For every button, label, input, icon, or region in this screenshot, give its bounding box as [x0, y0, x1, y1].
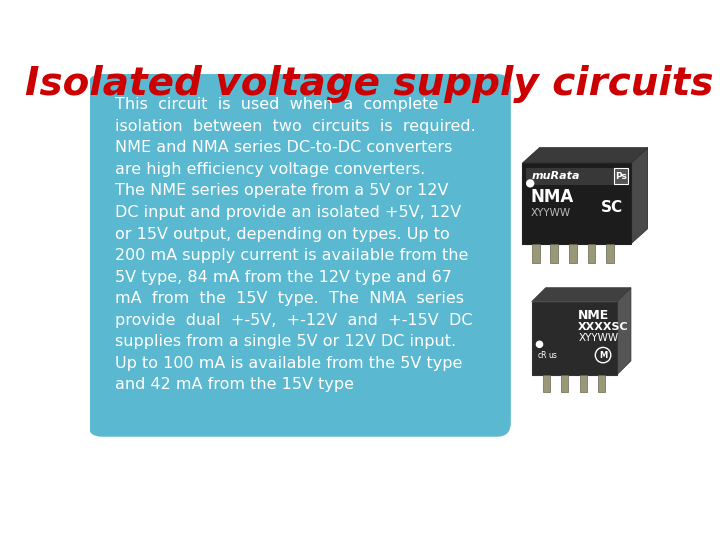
Text: supplies from a single 5V or 12V DC input.: supplies from a single 5V or 12V DC inpu… [114, 334, 456, 349]
Text: 5V type, 84 mA from the 12V type and 67: 5V type, 84 mA from the 12V type and 67 [114, 269, 451, 285]
Bar [606, 244, 614, 263]
Text: provide  dual  +-5V,  +-12V  and  +-15V  DC: provide dual +-5V, +-12V and +-15V DC [114, 313, 472, 328]
Text: isolation  between  two  circuits  is  required.: isolation between two circuits is requir… [114, 119, 475, 134]
Text: Ps: Ps [615, 172, 627, 180]
Text: NME: NME [578, 308, 610, 321]
Text: Isolated voltage supply circuits: Isolated voltage supply circuits [24, 65, 714, 103]
Text: and 42 mA from the 15V type: and 42 mA from the 15V type [114, 377, 354, 393]
Bar [614, 168, 628, 184]
Polygon shape [631, 147, 648, 244]
Text: or 15V output, depending on types. Up to: or 15V output, depending on types. Up to [114, 226, 449, 241]
Text: NME and NMA series DC-to-DC converters: NME and NMA series DC-to-DC converters [114, 140, 452, 156]
Text: M: M [599, 350, 607, 360]
FancyBboxPatch shape [532, 301, 617, 375]
Text: DC input and provide an isolated +5V, 12V: DC input and provide an isolated +5V, 12… [114, 205, 461, 220]
Text: SC: SC [601, 200, 624, 215]
Text: The NME series operate from a 5V or 12V: The NME series operate from a 5V or 12V [114, 184, 449, 198]
Text: mA  from  the  15V  type.  The  NMA  series: mA from the 15V type. The NMA series [114, 291, 464, 306]
Text: us: us [549, 350, 558, 360]
Bar [569, 244, 577, 263]
Bar [526, 167, 628, 185]
Text: XXXXSC: XXXXSC [578, 322, 629, 332]
Text: are high efficiency voltage converters.: are high efficiency voltage converters. [114, 162, 425, 177]
Text: XYYWW: XYYWW [530, 208, 570, 218]
Polygon shape [617, 288, 631, 375]
Text: XYYWW: XYYWW [578, 333, 618, 343]
Bar [588, 244, 595, 263]
FancyBboxPatch shape [523, 163, 631, 244]
Bar [580, 375, 587, 392]
Bar [561, 375, 568, 392]
Bar [532, 244, 539, 263]
FancyBboxPatch shape [88, 74, 510, 437]
Bar [598, 375, 606, 392]
Text: muRata: muRata [532, 171, 580, 181]
Text: 200 mA supply current is available from the: 200 mA supply current is available from … [114, 248, 468, 263]
Circle shape [536, 341, 543, 347]
Text: cR: cR [538, 350, 547, 360]
Polygon shape [523, 147, 648, 163]
Text: NMA: NMA [530, 188, 573, 206]
Text: This  circuit  is  used  when  a  complete: This circuit is used when a complete [114, 97, 438, 112]
Text: Up to 100 mA is available from the 5V type: Up to 100 mA is available from the 5V ty… [114, 356, 462, 371]
Polygon shape [532, 288, 631, 301]
Bar [543, 375, 549, 392]
Circle shape [527, 180, 534, 187]
Bar [550, 244, 558, 263]
